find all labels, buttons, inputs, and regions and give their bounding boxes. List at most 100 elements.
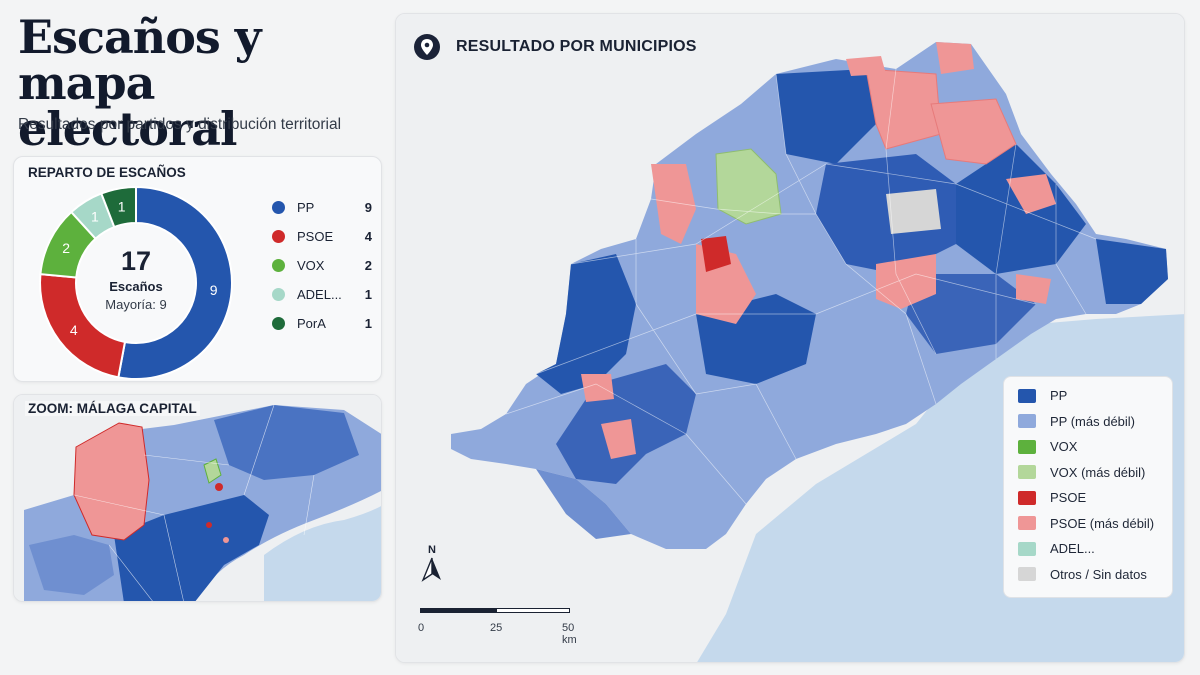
legend-swatch [1018, 490, 1036, 505]
region-pp-center [816, 154, 956, 274]
donut-slice-label: 9 [210, 282, 218, 298]
map-legend-item: ADEL... [1018, 536, 1172, 562]
zoom-sea [264, 506, 381, 601]
zoom-region-psoe [215, 483, 223, 491]
north-arrow: N [420, 544, 444, 587]
map-legend: PP PP (más débil) VOX VOX (más débil) PSOE PS… [1003, 376, 1173, 598]
legend-seat-count: 1 [364, 287, 372, 302]
seats-donut-chart: 9 4 2 1 1 17 Escaños Mayoría: 9 [39, 185, 233, 380]
legend-dot [272, 288, 285, 301]
legend-label: PSOE (más débil) [1050, 515, 1155, 531]
zoom-region-vox [203, 458, 222, 484]
legend-swatch [1018, 414, 1036, 429]
north-arrow-icon [421, 557, 441, 582]
donut-center-label: Escaños [109, 279, 162, 294]
zoom-panel: ZOOM: MÁLAGA CAPITAL [13, 394, 382, 602]
region-psoe-weak-west [651, 164, 696, 244]
legend-label: VOX (más débil) [1050, 464, 1146, 480]
municipal-borders [505, 68, 1097, 505]
seats-panel-title: REPARTO DE ESCAÑOS [28, 165, 186, 180]
location-pin-icon [414, 34, 440, 60]
donut-slice-label: 4 [70, 322, 78, 338]
legend-label: VOX [1050, 439, 1078, 455]
legend-swatch [1018, 465, 1036, 480]
seats-legend-item: ADEL... 1 [272, 280, 372, 309]
donut-slice-pp[interactable] [117, 185, 233, 380]
map-legend-item: PP (más débil) [1018, 409, 1172, 435]
map-header: RESULTADO POR MUNICIPIOS [414, 34, 697, 60]
seats-legend: PP 9 PSOE 4 VOX 2 ADEL... 1 PorA 1 [272, 193, 372, 338]
page-subtitle: Resultados por partidos y distribución t… [18, 116, 342, 133]
zoom-region-psoe-weak [223, 537, 229, 543]
scale-bar: 0 25 50 km [418, 608, 580, 646]
seats-legend-item: VOX 2 [272, 251, 372, 280]
map-legend-item: PSOE [1018, 485, 1172, 511]
region-psoe-weak-top-left [846, 56, 886, 76]
donut-slice-pora[interactable] [100, 185, 137, 229]
legend-dot [272, 230, 285, 243]
region-psoe-weak-coast [601, 419, 636, 459]
legend-dot [272, 317, 285, 330]
legend-dot [272, 259, 285, 272]
legend-party-name: ADEL... [297, 287, 342, 302]
region-pp-east [956, 144, 1086, 274]
legend-swatch [1018, 516, 1036, 531]
municipal-map-panel: RESULTADO POR MUNICIPIOS PP PP (más débil… [395, 13, 1185, 663]
region-psoe-weak-center [876, 254, 936, 309]
region-psoe-weak-east [1016, 274, 1051, 304]
legend-seat-count: 9 [364, 200, 372, 215]
zoom-region-psoe-weak [73, 422, 150, 541]
region-pp-coast-east [906, 274, 1036, 354]
scale-bar-dark [420, 608, 496, 613]
zoom-panel-title: ZOOM: MÁLAGA CAPITAL [25, 401, 200, 416]
legend-swatch [1018, 567, 1036, 582]
legend-party-name: PP [297, 200, 315, 215]
donut-center-sub: Mayoría: 9 [105, 297, 166, 312]
seats-legend-item: PorA 1 [272, 309, 372, 338]
map-legend-item: VOX (más débil) [1018, 460, 1172, 486]
scale-label-25: 25 [490, 622, 503, 634]
zoom-region-pp-west [29, 535, 114, 595]
region-psoe-weak-east-2 [1006, 174, 1056, 214]
region-psoe-weak-top [936, 42, 974, 74]
donut-center-value: 17 [121, 246, 151, 276]
donut-slice-label: 2 [62, 240, 70, 256]
legend-swatch [1018, 439, 1036, 454]
donut-slice-label: 1 [91, 209, 99, 225]
map-legend-item: VOX [1018, 434, 1172, 460]
zoom-region-pp-north [214, 405, 359, 480]
legend-seat-count: 2 [364, 258, 372, 273]
map-legend-item: PP [1018, 383, 1172, 409]
legend-label: PSOE [1050, 490, 1087, 506]
legend-seat-count: 1 [364, 316, 372, 331]
legend-party-name: VOX [297, 258, 325, 273]
legend-party-name: PSOE [297, 229, 334, 244]
legend-label: PP (más débil) [1050, 413, 1136, 429]
legend-seat-count: 4 [364, 229, 372, 244]
map-legend-item: Otros / Sin datos [1018, 562, 1172, 588]
legend-dot [272, 201, 285, 214]
page-title: Escaños y mapa electoral [18, 10, 262, 156]
seats-legend-item: PP 9 [272, 193, 372, 222]
zoom-region-psoe [206, 522, 212, 528]
scale-label-0: 0 [418, 622, 425, 634]
scale-label-50: 50 km [562, 622, 577, 646]
legend-label: PP [1050, 388, 1068, 404]
legend-swatch [1018, 541, 1036, 556]
seats-legend-item: PSOE 4 [272, 222, 372, 251]
region-psoe-strong [701, 236, 731, 272]
legend-swatch [1018, 388, 1036, 403]
seats-panel: REPARTO DE ESCAÑOS 9 4 2 1 1 17 Escaños Mayo… [13, 156, 382, 382]
scale-bar-light [496, 608, 570, 613]
region-psoe-weak-ne [930, 98, 1017, 165]
legend-label: Otros / Sin datos [1050, 566, 1147, 582]
zoom-region-pp-strong [114, 495, 269, 601]
map-legend-item: PSOE (más débil) [1018, 511, 1172, 537]
region-otros [886, 189, 941, 234]
legend-label: ADEL... [1050, 541, 1095, 557]
region-pp-west [536, 254, 636, 394]
region-pp-far-east [1096, 239, 1168, 304]
map-title: RESULTADO POR MUNICIPIOS [456, 38, 697, 55]
zoom-map[interactable] [14, 395, 382, 602]
region-psoe-weak-sw [581, 374, 614, 402]
